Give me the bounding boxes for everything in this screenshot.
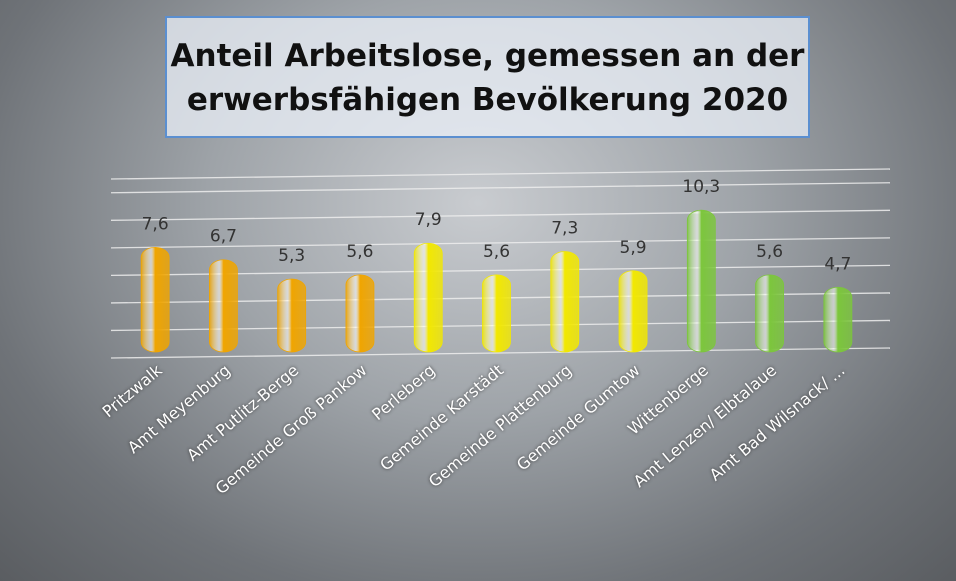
x-tick-label: Pritzwalk: [99, 360, 167, 421]
value-label: 5,3: [278, 246, 305, 266]
value-label: 7,3: [551, 218, 578, 238]
bar: [618, 270, 648, 353]
value-label: 5,9: [620, 238, 647, 258]
bar: [755, 274, 784, 353]
chart-title: Anteil Arbeitslose, gemessen an der erwe…: [165, 16, 810, 138]
value-label: 6,7: [210, 227, 237, 247]
value-label: 4,7: [824, 254, 851, 274]
value-label: 7,9: [415, 210, 442, 230]
x-tick-label: Gemeinde Karstädt: [376, 361, 507, 475]
grid-line: [110, 209, 891, 221]
value-label: 5,6: [346, 242, 373, 262]
grid-line: [110, 168, 891, 180]
value-label: 7,6: [142, 214, 169, 234]
value-label: 10,3: [682, 177, 720, 197]
x-tick-label: Amt Putlitz-Berge: [183, 361, 302, 465]
x-tick-label: Perleberg: [368, 361, 439, 425]
bar: [686, 209, 716, 353]
bar: [482, 274, 511, 353]
bar: [823, 286, 853, 353]
bar: [413, 242, 443, 353]
grid-line: [110, 264, 891, 277]
bar: [209, 259, 238, 353]
bar: [345, 274, 375, 353]
value-label: 5,6: [756, 242, 783, 262]
x-tick-label: Amt Bad Wilsnack/ ...: [706, 361, 849, 485]
x-tick-label: Gemeinde Gumtow: [513, 361, 644, 475]
bar: [277, 278, 307, 353]
grid-line: [110, 182, 891, 194]
bar: [550, 251, 580, 353]
bar: [140, 246, 170, 353]
value-label: 5,6: [483, 242, 510, 262]
grid-line: [110, 237, 891, 249]
